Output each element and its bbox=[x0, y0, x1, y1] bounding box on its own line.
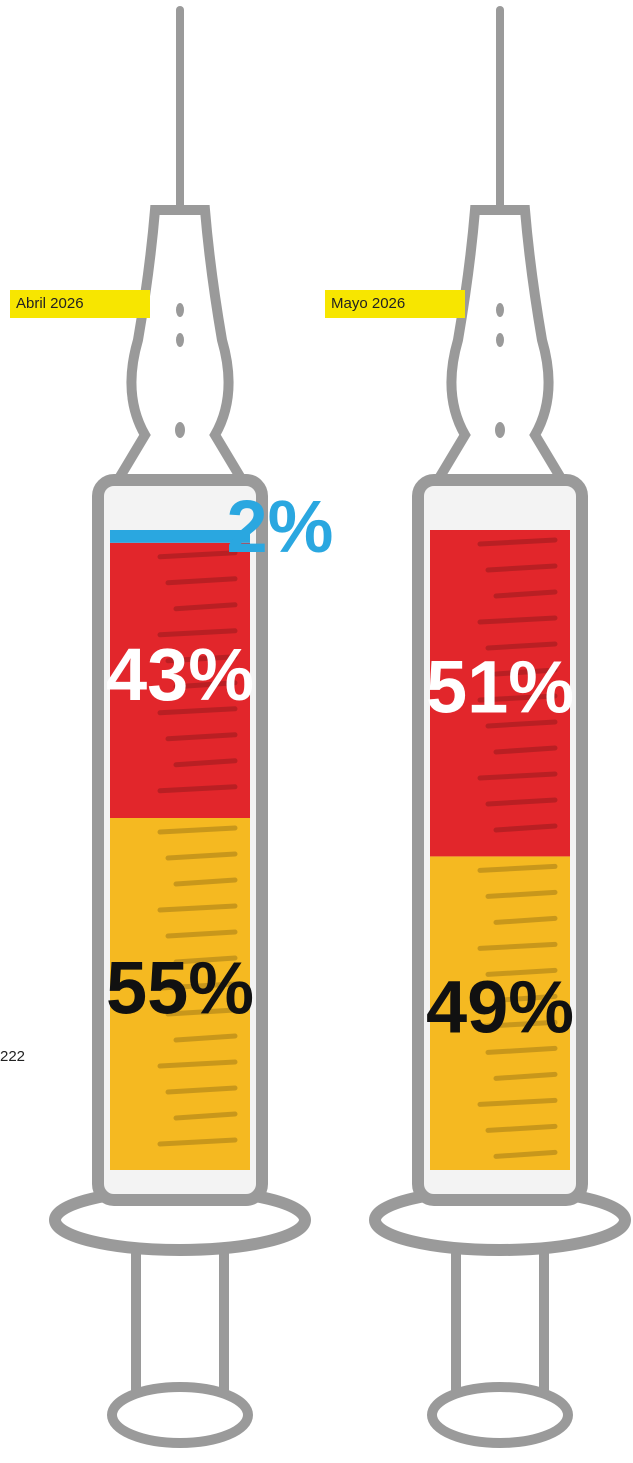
category-label: Abril 2026 bbox=[16, 295, 84, 312]
value-label: 49% bbox=[426, 966, 574, 1049]
chart: 222 Abril 2026 55% 43% 2% Mayo 2026 49% 51% bbox=[0, 0, 633, 1463]
category-label: Mayo 2026 bbox=[331, 295, 405, 312]
value-label: 43% bbox=[106, 633, 254, 716]
value-label: 55% bbox=[106, 947, 254, 1030]
value-label: 2% bbox=[227, 485, 334, 568]
annotation: 222 bbox=[0, 1048, 25, 1065]
value-label: 51% bbox=[426, 646, 574, 729]
